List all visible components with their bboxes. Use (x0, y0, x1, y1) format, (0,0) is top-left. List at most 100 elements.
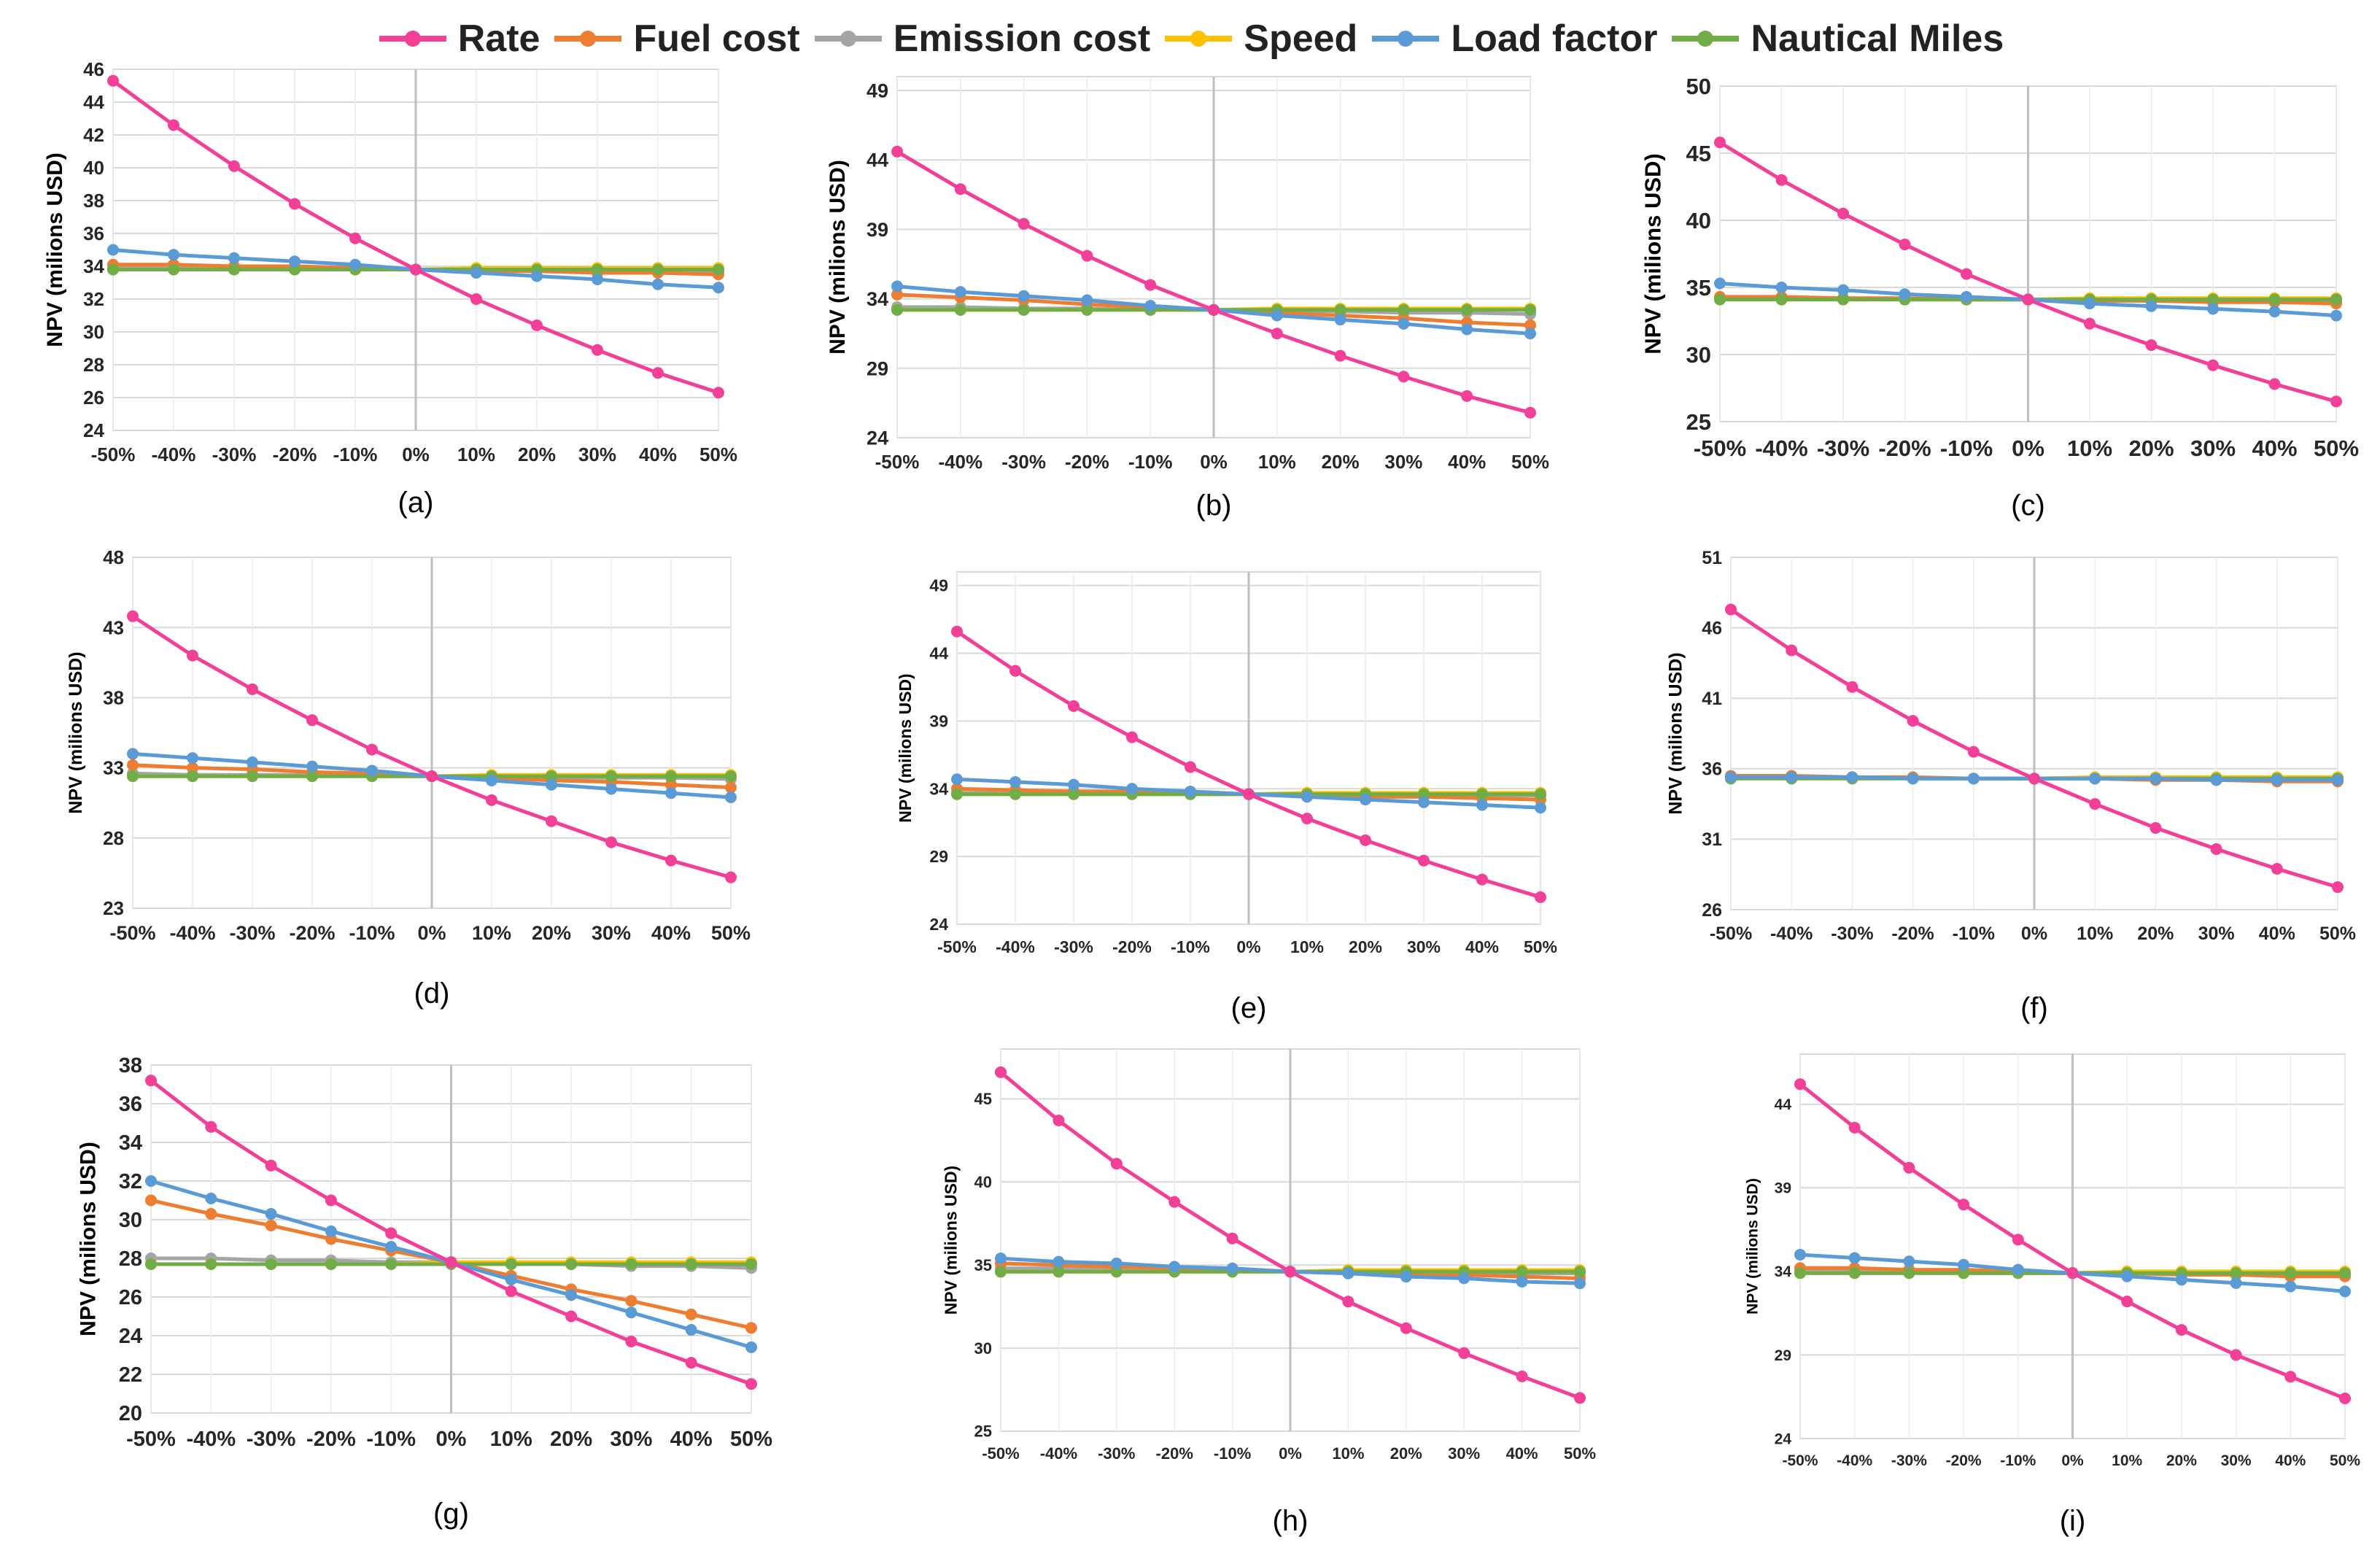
data-point-nautical-miles (1009, 788, 1021, 800)
data-point-rate (1775, 174, 1788, 186)
y-tick-label: 46 (1702, 618, 1722, 638)
y-tick-label: 25 (974, 1422, 992, 1441)
data-point-rate (1846, 681, 1858, 693)
y-axis-label: NPV (milions USD) (1666, 652, 1686, 814)
data-point-rate (1967, 746, 1980, 758)
data-point-nautical-miles (725, 770, 737, 783)
data-point-nautical-miles (205, 1258, 217, 1270)
data-point-rate (1418, 854, 1430, 867)
y-tick-label: 49 (929, 576, 948, 595)
data-point-fuel-cost (265, 1219, 277, 1231)
legend-label: Rate (457, 18, 540, 60)
data-point-load-factor (2145, 300, 2158, 312)
data-point-nautical-miles (954, 303, 966, 316)
legend-item-rate: Rate (376, 17, 540, 61)
x-tick-label: 10% (1290, 937, 1324, 956)
data-point-rate (1400, 1322, 1412, 1334)
data-point-fuel-cost (665, 778, 677, 791)
data-point-nautical-miles (168, 263, 179, 276)
y-tick-label: 30 (83, 321, 104, 343)
data-point-load-factor (470, 267, 482, 279)
panel-caption: (d) (414, 978, 450, 1010)
data-point-nautical-miles (1053, 1266, 1065, 1278)
y-tick-label: 43 (103, 616, 124, 638)
y-tick-label: 30 (1686, 342, 1711, 368)
data-point-load-factor (1476, 799, 1488, 811)
data-point-nautical-miles (1574, 1266, 1586, 1278)
x-tick-label: 0% (436, 1428, 467, 1451)
y-tick-label: 38 (83, 190, 104, 212)
data-point-rate (445, 1256, 457, 1269)
data-point-load-factor (1574, 1277, 1586, 1290)
data-point-rate (2284, 1371, 2297, 1383)
data-point-load-factor (486, 774, 497, 786)
y-tick-label: 29 (929, 847, 948, 866)
data-point-nautical-miles (592, 263, 603, 276)
x-tick-label: -30% (212, 444, 257, 465)
data-point-fuel-cost (725, 781, 737, 794)
data-point-rate (685, 1357, 697, 1369)
data-point-rate (1185, 761, 1196, 773)
x-tick-label: 40% (1448, 451, 1486, 473)
data-point-load-factor (954, 286, 966, 298)
chart-panel-h: 25 30 35 40 45 -50% -40% -30% -20% -10% 0% 10% 20% 30… (941, 1048, 1596, 1537)
x-tick-label: 20% (1390, 1444, 1422, 1463)
x-tick-label: -50% (875, 451, 920, 473)
x-tick-label: 10% (457, 444, 495, 465)
data-point-load-factor (107, 244, 119, 256)
data-point-rate (1794, 1078, 1806, 1091)
y-axis-label: NPV (milions USD) (43, 152, 67, 347)
x-tick-label: -10% (1171, 937, 1210, 956)
data-point-load-factor (1017, 290, 1030, 302)
data-point-load-factor (2121, 1270, 2133, 1282)
y-tick-label: 28 (83, 354, 104, 376)
data-point-load-factor (685, 1324, 697, 1336)
y-tick-label: 24 (867, 427, 888, 449)
x-tick-label: -50% (937, 937, 977, 956)
data-point-rate (625, 1335, 637, 1347)
y-tick-label: 40 (1686, 208, 1711, 233)
data-point-rate (470, 293, 482, 305)
y-tick-label: 29 (867, 357, 888, 379)
y-axis-label: NPV (milions USD) (896, 673, 915, 822)
data-point-rate (891, 145, 903, 158)
data-point-rate (1524, 406, 1536, 419)
chart-panel-d: 23 28 33 38 43 48 -50% -40% -30% -20% -10% 0% 10% 20%… (66, 546, 751, 1010)
data-point-load-factor (2175, 1274, 2187, 1286)
data-point-rate (1208, 303, 1220, 316)
y-tick-label: 39 (929, 711, 948, 730)
x-tick-label: -50% (1710, 924, 1752, 944)
data-point-rate (1458, 1347, 1470, 1359)
x-tick-label: 10% (2067, 435, 2112, 461)
x-tick-label: -40% (152, 444, 196, 465)
data-point-rate (1334, 349, 1346, 362)
legend-swatch-rate (379, 31, 446, 47)
data-point-nautical-miles (1837, 293, 1849, 306)
x-tick-label: -40% (996, 937, 1035, 956)
data-point-nautical-miles (1068, 788, 1079, 800)
data-point-nautical-miles (127, 770, 139, 783)
data-point-rate (1961, 268, 1972, 280)
data-point-load-factor (1009, 775, 1021, 788)
data-point-load-factor (665, 787, 677, 800)
data-point-nautical-miles (625, 1258, 637, 1270)
data-point-rate (1360, 834, 1371, 846)
series-load-factor (1725, 771, 2344, 786)
legend-label: Load factor (1451, 18, 1658, 60)
legend-item-nautical-miles: Nautical Miles (1669, 17, 2004, 61)
y-tick-label: 34 (929, 779, 948, 798)
data-point-rate (127, 610, 139, 622)
data-point-rate (1243, 788, 1255, 800)
legend-swatch-speed (1165, 31, 1233, 47)
x-tick-label: -20% (1946, 1452, 1982, 1469)
x-tick-label: 30% (592, 922, 631, 944)
x-tick-label: 30% (2190, 435, 2236, 461)
data-point-load-factor (247, 756, 258, 768)
data-point-nautical-miles (2230, 1267, 2242, 1280)
x-tick-label: -10% (2000, 1452, 2036, 1469)
data-point-load-factor (325, 1225, 337, 1237)
data-point-load-factor (1903, 1255, 1915, 1268)
x-tick-label: 50% (699, 444, 737, 465)
data-point-rate (2230, 1349, 2242, 1361)
data-point-load-factor (1334, 314, 1346, 326)
